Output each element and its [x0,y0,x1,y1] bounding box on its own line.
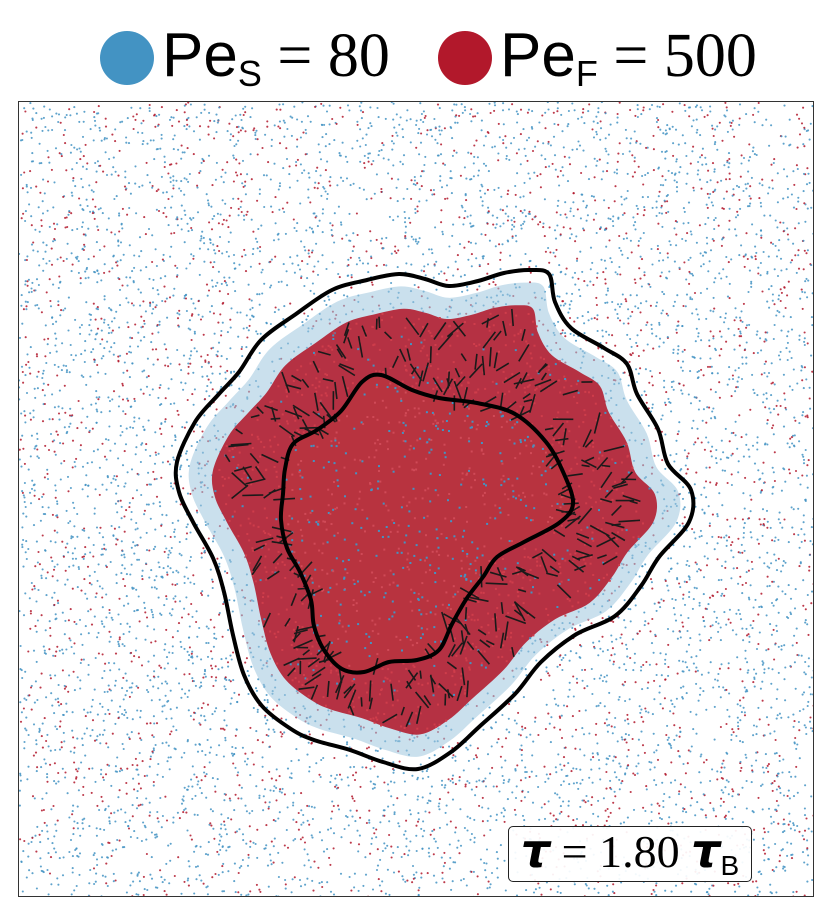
simulation-frame [18,101,814,897]
cluster-core [214,311,651,730]
fast-pe-subscript: F [575,52,598,94]
slow-pe-prefix: Pe [162,20,238,90]
slow-pe-relation: = [261,21,328,90]
time-relation: = [550,826,600,877]
particle-simulation [19,102,813,896]
slow-species-marker [100,31,154,85]
time-label: τ = 1.80 τB [521,828,739,880]
orientation-arrows [224,308,641,728]
slow-species-label: PeS = 80 [162,21,390,94]
legend-item-fast: PeF = 500 [438,18,757,98]
slow-pe-value: 80 [327,21,390,90]
time-label-box: τ = 1.80 τB [508,826,752,882]
fast-pe-relation: = [597,21,664,90]
time-unit-symbol: τ [691,824,721,878]
inner-interface-contour [278,372,576,675]
slow-pe-subscript: S [237,52,262,94]
time-symbol: τ [520,824,551,878]
fast-pe-value: 500 [663,21,757,90]
legend-item-slow: PeS = 80 [100,18,390,98]
fast-species-label: PeF = 500 [500,21,757,94]
fast-pe-prefix: Pe [500,20,576,90]
fast-species-marker [438,31,492,85]
legend: PeS = 80 PeF = 500 [0,18,827,98]
time-value: 1.80 [599,826,680,877]
outer-interface-contour [173,267,696,772]
time-unit-subscript: B [720,850,740,881]
